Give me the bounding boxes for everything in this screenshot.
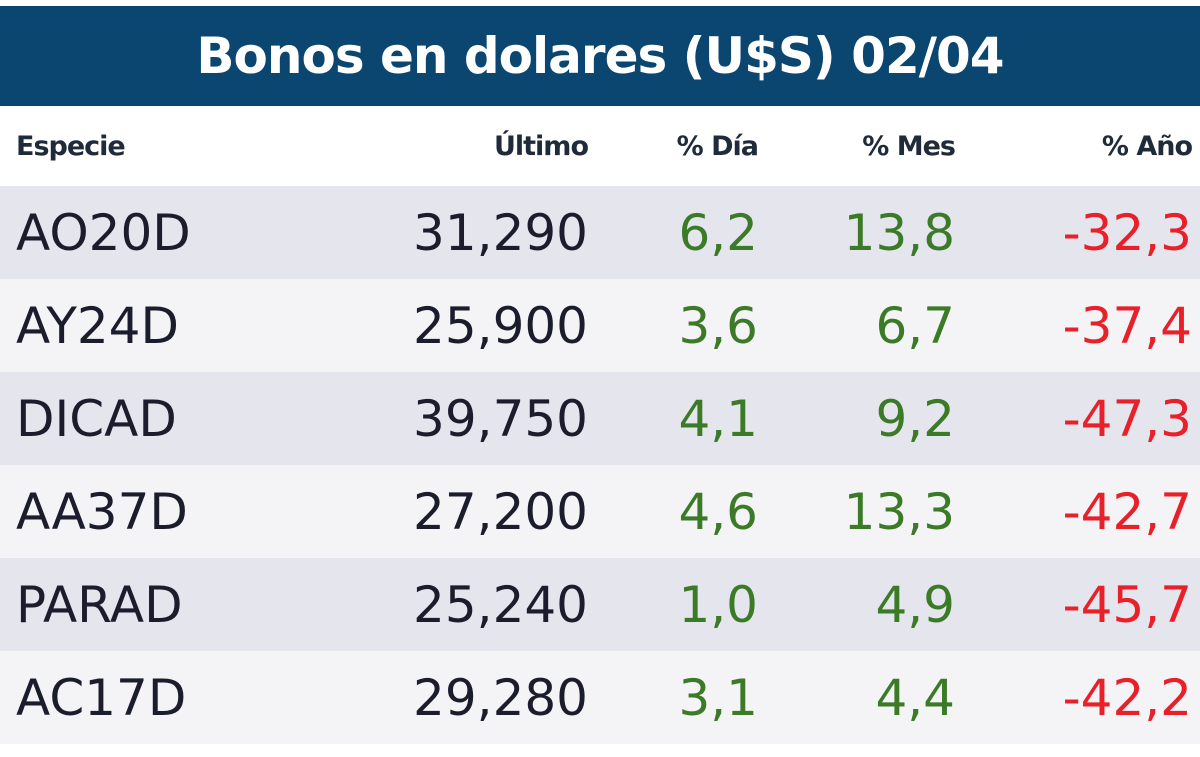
table-cell: 6,2 xyxy=(678,203,758,262)
column-header: Último xyxy=(493,130,589,162)
table-row: AC17D 29,280 3,1 4,4 -42,2 xyxy=(0,651,1200,744)
table-row: AA37D 27,200 4,6 13,3 -42,7 xyxy=(0,465,1200,558)
table-cell: -42,7 xyxy=(1062,482,1192,541)
table-cell: AC17D xyxy=(16,668,187,727)
table-cell: 25,240 xyxy=(413,575,588,634)
table-cell: 3,6 xyxy=(678,296,758,355)
table-row: AY24D 25,900 3,6 6,7 -37,4 xyxy=(0,279,1200,372)
table-cell: 4,4 xyxy=(875,668,955,727)
table-cell: 27,200 xyxy=(413,482,588,541)
table-cell: 6,7 xyxy=(875,296,955,355)
table-cell: PARAD xyxy=(16,575,183,634)
table-row: AO20D 31,290 6,2 13,8 -32,3 xyxy=(0,186,1200,279)
table-cell: 9,2 xyxy=(875,389,955,448)
table-cell: -32,3 xyxy=(1062,203,1192,262)
table-cell: 4,1 xyxy=(678,389,758,448)
column-header: % Año xyxy=(1101,130,1193,162)
table-cell: AY24D xyxy=(16,296,179,355)
table-cell: -45,7 xyxy=(1062,575,1192,634)
table-cell: AA37D xyxy=(16,482,188,541)
table-cell: 13,8 xyxy=(843,203,955,262)
column-header: Especie xyxy=(16,130,126,162)
table-cell: 25,900 xyxy=(413,296,588,355)
table-cell: 3,1 xyxy=(678,668,758,727)
table-cell: 4,6 xyxy=(678,482,758,541)
table-cell: 39,750 xyxy=(413,389,588,448)
table-cell: 31,290 xyxy=(413,203,588,262)
table-cell: AO20D xyxy=(16,203,191,262)
table-cell: DICAD xyxy=(16,389,177,448)
table-cell: 13,3 xyxy=(843,482,955,541)
table-cell: -47,3 xyxy=(1062,389,1192,448)
table-cell: 4,9 xyxy=(875,575,955,634)
table-cell: -42,2 xyxy=(1062,668,1192,727)
table-row: DICAD 39,750 4,1 9,2 -47,3 xyxy=(0,372,1200,465)
column-header: % Día xyxy=(676,130,759,162)
column-header: % Mes xyxy=(862,130,956,162)
header-row: Especie Último % Día % Mes % Año xyxy=(0,106,1200,186)
table-title: Bonos en dolares (U$S) 02/04 xyxy=(0,6,1200,106)
table-cell: -37,4 xyxy=(1062,296,1192,355)
table-cell: 1,0 xyxy=(678,575,758,634)
table-row: PARAD 25,240 1,0 4,9 -45,7 xyxy=(0,558,1200,651)
table-cell: 29,280 xyxy=(413,668,588,727)
